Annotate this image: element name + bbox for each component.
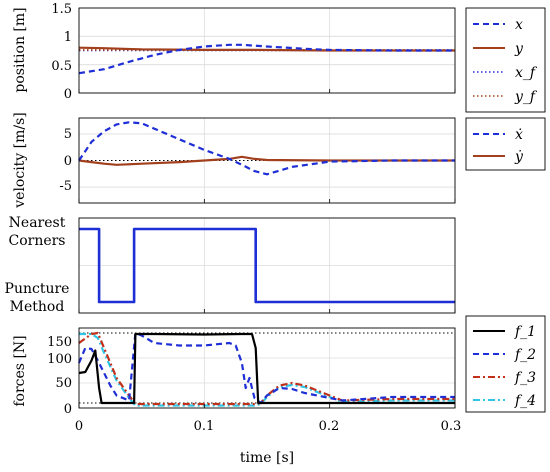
velocity-legend-box xyxy=(465,117,546,171)
forces-axes-frame xyxy=(78,327,456,409)
velocity-ytick: -5 xyxy=(59,179,72,194)
legend-label-f1: f_1 xyxy=(514,324,536,340)
position-ytick: 1.5 xyxy=(51,2,72,17)
velocity-ytick: 0 xyxy=(64,154,72,169)
method-series-method-line xyxy=(79,227,455,304)
method-panel: Nearest Corners Puncture Method xyxy=(5,215,456,315)
position-ytick: 0 xyxy=(64,87,72,102)
legend-label-x: x xyxy=(515,17,523,33)
forces-panel: 0 50 100 150 forces [N] 0 0.1 0.2 0.3 ti… xyxy=(12,315,546,466)
velocity-series---line xyxy=(78,121,455,176)
position-ylabel: position [m] xyxy=(12,7,28,92)
forces-xlabel: time [s] xyxy=(240,450,294,466)
category-label-puncture-method-l1: Puncture xyxy=(5,281,70,297)
position-series-x-line xyxy=(78,43,455,75)
velocity-curves xyxy=(78,121,456,203)
category-label-nearest-corners-l1: Nearest xyxy=(9,215,66,231)
method-axes-frame xyxy=(78,217,456,314)
velocity-ytick: 5 xyxy=(64,127,72,142)
forces-xtick: 0.3 xyxy=(441,419,462,434)
velocity-axes-frame xyxy=(78,117,456,204)
forces-ylabel: forces [N] xyxy=(12,335,28,406)
legend-label-f4: f_4 xyxy=(514,393,536,409)
forces-curves xyxy=(77,331,456,408)
forces-xtick: 0.1 xyxy=(194,419,215,434)
legend-label-x-f: x_f xyxy=(515,65,538,81)
forces-ytick: 150 xyxy=(47,335,72,350)
position-legend-box xyxy=(465,7,546,113)
legend-label-xdot: ẋ xyxy=(515,127,523,143)
legend-label-y-f: y_f xyxy=(514,89,538,105)
forces-ytick: 0 xyxy=(64,402,72,417)
position-ytick: 1 xyxy=(64,30,72,45)
position-axes-frame xyxy=(78,7,456,94)
forces-ytick: 50 xyxy=(55,376,72,391)
legend-label-ydot: ẏ xyxy=(514,149,524,165)
category-label-nearest-corners-l2: Corners xyxy=(8,233,65,249)
position-curves xyxy=(78,43,456,93)
forces-legend-box xyxy=(465,315,546,413)
legend-label-f3: f_3 xyxy=(514,370,536,386)
legend-label-y: y xyxy=(514,41,524,57)
forces-ytick: 100 xyxy=(47,352,72,367)
velocity-series---line xyxy=(78,155,455,166)
forces-series-f-4-line xyxy=(79,332,455,407)
position-panel: 1.5 1 0.5 0 position [m] x y x_f y_f xyxy=(12,2,546,113)
velocity-panel: -5 0 5 velocity [m/s] ẋ ẏ xyxy=(12,112,546,209)
method-curves xyxy=(78,227,456,313)
forces-series-f-1-line xyxy=(78,332,455,405)
position-grid xyxy=(79,8,455,93)
legend-label-f2: f_2 xyxy=(514,347,536,363)
velocity-ylabel: velocity [m/s] xyxy=(12,112,28,209)
category-label-puncture-method-l2: Method xyxy=(10,299,65,315)
forces-xtick: 0 xyxy=(75,419,83,434)
method-grid xyxy=(79,218,455,313)
position-ytick: 0.5 xyxy=(51,59,72,74)
forces-series-f-3-line xyxy=(78,331,455,406)
forces-xtick: 0.2 xyxy=(319,419,340,434)
